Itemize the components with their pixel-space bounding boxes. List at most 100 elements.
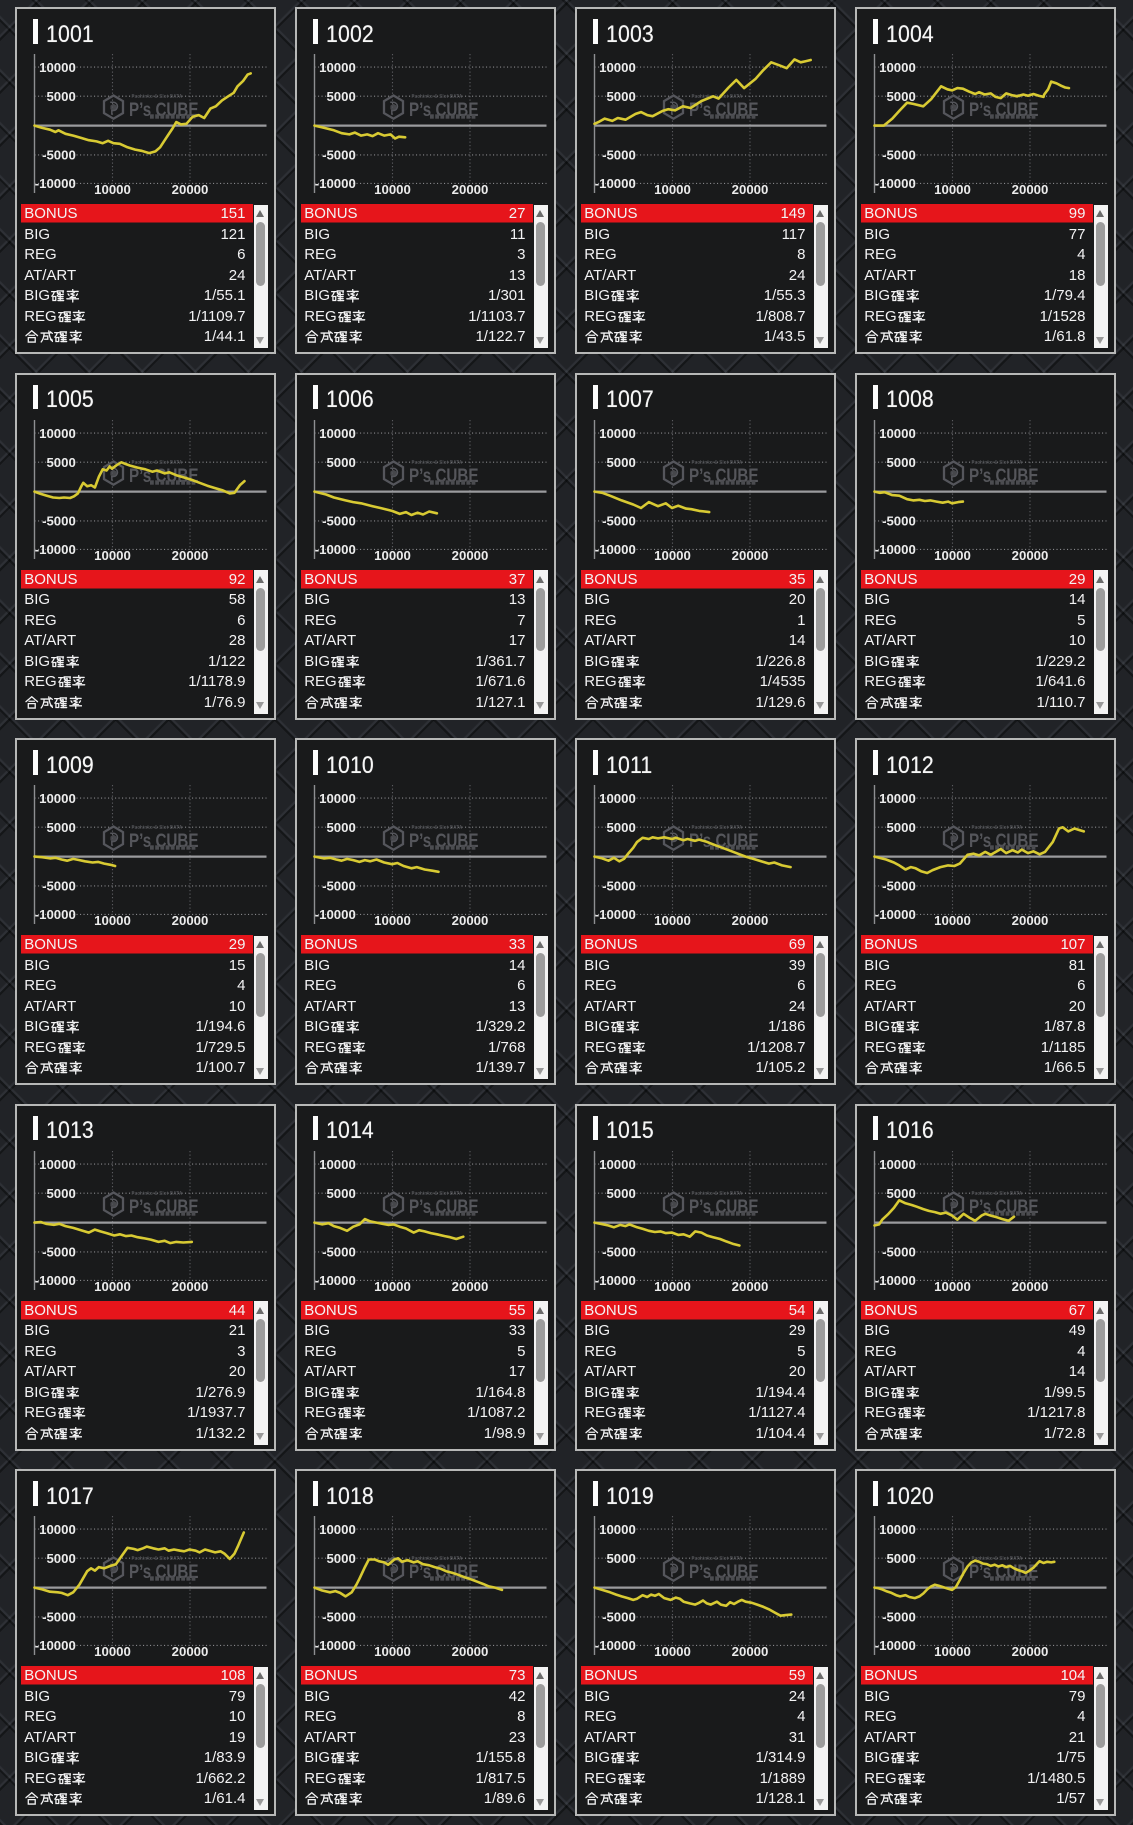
svg-text:-5000: -5000 xyxy=(42,1244,76,1259)
svg-text:5000: 5000 xyxy=(46,454,75,469)
svg-text:-5000: -5000 xyxy=(882,513,916,528)
svg-text:20000: 20000 xyxy=(172,182,209,197)
svg-text:10000: 10000 xyxy=(94,1644,131,1659)
svg-text:20000: 20000 xyxy=(732,182,769,197)
svg-text:20000: 20000 xyxy=(452,182,489,197)
svg-text:20000: 20000 xyxy=(732,913,769,928)
svg-text:-5000: -5000 xyxy=(42,148,76,163)
svg-text:-5000: -5000 xyxy=(882,148,916,163)
svg-text:5000: 5000 xyxy=(606,454,635,469)
svg-text:10000: 10000 xyxy=(39,60,76,75)
svg-text:20000: 20000 xyxy=(1012,1644,1049,1659)
svg-text:-10000: -10000 xyxy=(35,176,76,191)
svg-text:10000: 10000 xyxy=(374,182,411,197)
svg-text:-10000: -10000 xyxy=(35,542,76,557)
svg-text:10000: 10000 xyxy=(374,1644,411,1659)
svg-text:5000: 5000 xyxy=(46,1185,75,1200)
svg-text:-5000: -5000 xyxy=(882,1244,916,1259)
svg-text:10000: 10000 xyxy=(879,1522,916,1537)
svg-text:10000: 10000 xyxy=(319,425,356,440)
svg-text:10000: 10000 xyxy=(39,1522,76,1537)
svg-text:20000: 20000 xyxy=(732,547,769,562)
svg-text:-5000: -5000 xyxy=(602,879,636,894)
svg-text:-5000: -5000 xyxy=(322,879,356,894)
svg-text:10000: 10000 xyxy=(94,913,131,928)
svg-text:-5000: -5000 xyxy=(322,513,356,528)
svg-text:20000: 20000 xyxy=(172,547,209,562)
svg-text:5000: 5000 xyxy=(886,454,915,469)
svg-text:-10000: -10000 xyxy=(315,1638,356,1653)
svg-text:20000: 20000 xyxy=(452,913,489,928)
svg-text:10000: 10000 xyxy=(319,60,356,75)
svg-text:-5000: -5000 xyxy=(602,1244,636,1259)
svg-text:5000: 5000 xyxy=(326,1551,355,1566)
svg-text:-5000: -5000 xyxy=(42,879,76,894)
svg-text:10000: 10000 xyxy=(39,425,76,440)
svg-text:20000: 20000 xyxy=(172,1278,209,1293)
svg-text:10000: 10000 xyxy=(934,913,971,928)
svg-text:20000: 20000 xyxy=(452,1644,489,1659)
svg-text:-10000: -10000 xyxy=(595,1273,636,1288)
svg-text:-5000: -5000 xyxy=(602,513,636,528)
svg-text:-10000: -10000 xyxy=(35,907,76,922)
svg-text:5000: 5000 xyxy=(886,820,915,835)
svg-text:5000: 5000 xyxy=(886,89,915,104)
svg-text:-5000: -5000 xyxy=(42,513,76,528)
svg-text:10000: 10000 xyxy=(319,791,356,806)
svg-text:-10000: -10000 xyxy=(875,542,916,557)
svg-text:20000: 20000 xyxy=(1012,182,1049,197)
svg-text:10000: 10000 xyxy=(374,547,411,562)
svg-text:10000: 10000 xyxy=(319,1156,356,1171)
svg-text:10000: 10000 xyxy=(374,913,411,928)
svg-text:-5000: -5000 xyxy=(882,1610,916,1625)
svg-text:20000: 20000 xyxy=(1012,547,1049,562)
svg-text:-5000: -5000 xyxy=(42,1610,76,1625)
svg-text:5000: 5000 xyxy=(606,1551,635,1566)
svg-text:5000: 5000 xyxy=(326,454,355,469)
svg-text:10000: 10000 xyxy=(879,60,916,75)
svg-text:10000: 10000 xyxy=(879,1156,916,1171)
svg-text:10000: 10000 xyxy=(654,1644,691,1659)
svg-text:-10000: -10000 xyxy=(595,176,636,191)
svg-text:5000: 5000 xyxy=(606,820,635,835)
svg-text:5000: 5000 xyxy=(326,820,355,835)
svg-text:10000: 10000 xyxy=(654,547,691,562)
svg-text:10000: 10000 xyxy=(934,1644,971,1659)
svg-text:10000: 10000 xyxy=(934,547,971,562)
svg-text:-5000: -5000 xyxy=(322,1610,356,1625)
svg-text:-10000: -10000 xyxy=(315,1273,356,1288)
svg-text:5000: 5000 xyxy=(606,1185,635,1200)
svg-text:10000: 10000 xyxy=(374,1278,411,1293)
svg-text:10000: 10000 xyxy=(94,182,131,197)
svg-text:10000: 10000 xyxy=(654,182,691,197)
svg-text:5000: 5000 xyxy=(886,1185,915,1200)
svg-text:20000: 20000 xyxy=(732,1278,769,1293)
svg-text:-10000: -10000 xyxy=(875,1638,916,1653)
svg-text:20000: 20000 xyxy=(452,1278,489,1293)
svg-text:10000: 10000 xyxy=(654,913,691,928)
svg-text:20000: 20000 xyxy=(172,913,209,928)
svg-text:5000: 5000 xyxy=(886,1551,915,1566)
svg-text:10000: 10000 xyxy=(934,182,971,197)
svg-text:10000: 10000 xyxy=(39,791,76,806)
svg-text:10000: 10000 xyxy=(319,1522,356,1537)
svg-text:-5000: -5000 xyxy=(602,148,636,163)
svg-text:-10000: -10000 xyxy=(875,176,916,191)
svg-text:10000: 10000 xyxy=(599,1522,636,1537)
svg-text:-5000: -5000 xyxy=(322,148,356,163)
svg-text:-5000: -5000 xyxy=(602,1610,636,1625)
svg-text:-10000: -10000 xyxy=(35,1273,76,1288)
svg-text:10000: 10000 xyxy=(599,791,636,806)
svg-text:20000: 20000 xyxy=(452,547,489,562)
svg-text:20000: 20000 xyxy=(1012,1278,1049,1293)
svg-text:-10000: -10000 xyxy=(315,907,356,922)
svg-text:10000: 10000 xyxy=(879,425,916,440)
svg-text:5000: 5000 xyxy=(46,1551,75,1566)
svg-text:5000: 5000 xyxy=(326,1185,355,1200)
svg-text:10000: 10000 xyxy=(599,425,636,440)
svg-text:-10000: -10000 xyxy=(35,1638,76,1653)
svg-text:5000: 5000 xyxy=(606,89,635,104)
svg-text:-10000: -10000 xyxy=(315,176,356,191)
svg-text:10000: 10000 xyxy=(39,1156,76,1171)
svg-text:-5000: -5000 xyxy=(322,1244,356,1259)
